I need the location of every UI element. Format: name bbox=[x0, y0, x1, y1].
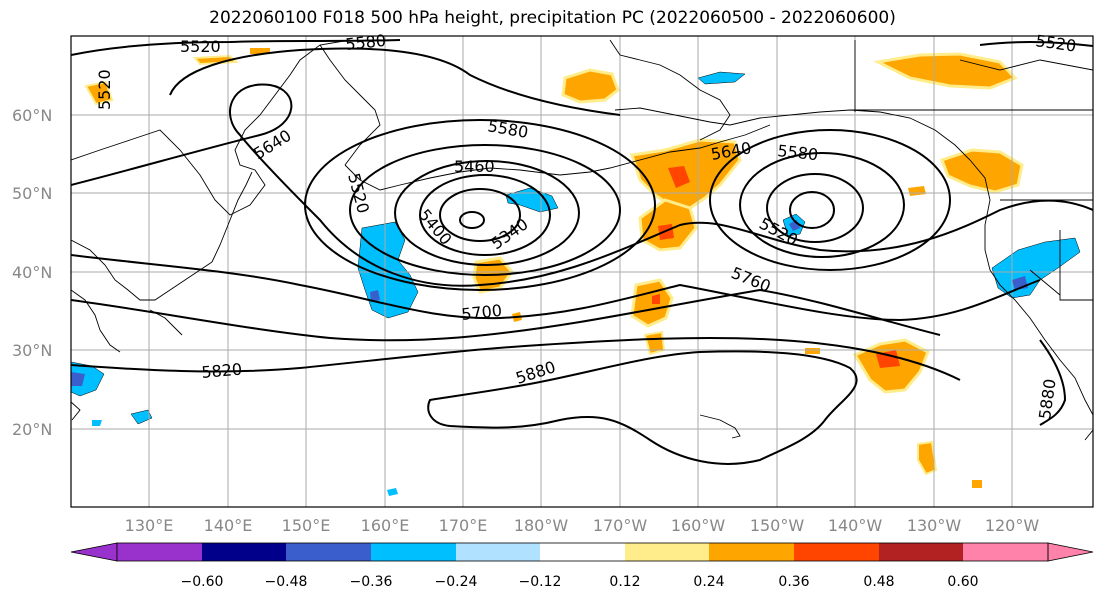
lat-label: 60°N bbox=[12, 106, 52, 125]
contour-label: 5700 bbox=[460, 301, 502, 324]
contour-low-center bbox=[459, 211, 485, 229]
contour-5340 bbox=[439, 188, 521, 242]
contour-5580-north bbox=[169, 47, 621, 116]
colorbar-tick-label: 0.24 bbox=[693, 574, 724, 590]
contour-5820 bbox=[71, 336, 961, 381]
colorbar-ticks: −0.60 −0.48 −0.36 −0.24 −0.12 0.12 0.24 … bbox=[181, 574, 979, 590]
lon-label: 180°W bbox=[514, 516, 569, 535]
lon-label: 170°E bbox=[439, 516, 488, 535]
colorbar-segment bbox=[202, 543, 286, 561]
colorbar-segment bbox=[709, 543, 794, 561]
contour-label: 5580 bbox=[777, 141, 819, 164]
colorbar-segment bbox=[963, 543, 1048, 561]
contour-label: 5520 bbox=[180, 37, 221, 56]
figure-title: 2022060100 F018 500 hPa height, precipit… bbox=[209, 8, 896, 28]
lat-label: 20°N bbox=[12, 420, 52, 439]
contour-5520-ne bbox=[979, 41, 1093, 47]
lat-label: 30°N bbox=[12, 341, 52, 360]
contour-5460-east bbox=[766, 173, 864, 243]
lon-label: 120°W bbox=[985, 516, 1040, 535]
colorbar-segment bbox=[625, 543, 709, 561]
contour-5880 bbox=[427, 350, 858, 465]
lon-label: 130°E bbox=[125, 516, 174, 535]
lon-label: 170°W bbox=[593, 516, 648, 535]
colorbar-tick-label: −0.12 bbox=[519, 574, 562, 590]
colorbar-tick-label: −0.24 bbox=[435, 574, 478, 590]
gridlines bbox=[71, 36, 1093, 507]
lon-label: 130°W bbox=[907, 516, 962, 535]
colorbar-segment bbox=[456, 543, 540, 561]
lon-label: 150°W bbox=[750, 516, 805, 535]
colorbar-tick-label: 0.12 bbox=[609, 574, 640, 590]
contour-5640 bbox=[71, 83, 1093, 287]
colorbar-segment bbox=[540, 543, 625, 561]
colorbar-extend-low bbox=[70, 542, 118, 562]
contour-label: 5520 bbox=[95, 69, 114, 110]
contour-label: 5580 bbox=[344, 31, 386, 54]
contour-5580-east bbox=[709, 129, 951, 271]
longitude-labels: 130°E 140°E 150°E 160°E 170°E 180°W 170°… bbox=[125, 516, 1040, 535]
lat-label: 50°N bbox=[12, 184, 52, 203]
contour-low2-center bbox=[789, 191, 835, 229]
lon-label: 140°E bbox=[204, 516, 253, 535]
contour-5880-east bbox=[1039, 339, 1067, 426]
colorbar-tick-label: −0.60 bbox=[181, 574, 224, 590]
contour-5520-east bbox=[739, 152, 905, 258]
contour-5520-north bbox=[71, 39, 401, 56]
colorbar-segment bbox=[879, 543, 963, 561]
latitude-labels: 60°N 50°N 40°N 30°N 20°N bbox=[12, 106, 52, 439]
coastlines bbox=[71, 39, 1093, 441]
map-frame bbox=[70, 35, 1094, 508]
colorbar-tick-label: 0.36 bbox=[778, 574, 809, 590]
colorbar: −0.60 −0.48 −0.36 −0.24 −0.12 0.12 0.24 … bbox=[70, 542, 1094, 590]
colorbar-tick-label: −0.48 bbox=[265, 574, 308, 590]
colorbar-segment bbox=[286, 543, 371, 561]
contour-5460 bbox=[394, 160, 580, 266]
lon-label: 140°W bbox=[828, 516, 883, 535]
colorbar-segment bbox=[371, 543, 456, 561]
height-contours bbox=[71, 39, 1093, 465]
contour-5400 bbox=[419, 174, 551, 256]
colorbar-tick-label: 0.60 bbox=[947, 574, 978, 590]
colorbar-segments bbox=[117, 543, 1048, 561]
colorbar-segment bbox=[117, 543, 202, 561]
colorbar-segment bbox=[794, 543, 879, 561]
colorbar-tick-label: −0.36 bbox=[350, 574, 393, 590]
contour-label: 5460 bbox=[454, 157, 495, 176]
contour-label: 5820 bbox=[201, 360, 243, 382]
lat-label: 40°N bbox=[12, 263, 52, 282]
colorbar-tick-label: 0.48 bbox=[863, 574, 894, 590]
lon-label: 160°W bbox=[671, 516, 726, 535]
lon-label: 160°E bbox=[361, 516, 410, 535]
colorbar-outline bbox=[116, 542, 1049, 562]
contour-5520-west bbox=[349, 144, 621, 276]
colorbar-extend-high bbox=[1047, 542, 1094, 562]
contour-5700 bbox=[71, 254, 1041, 322]
contour-5760 bbox=[71, 288, 941, 342]
lon-label: 150°E bbox=[282, 516, 331, 535]
